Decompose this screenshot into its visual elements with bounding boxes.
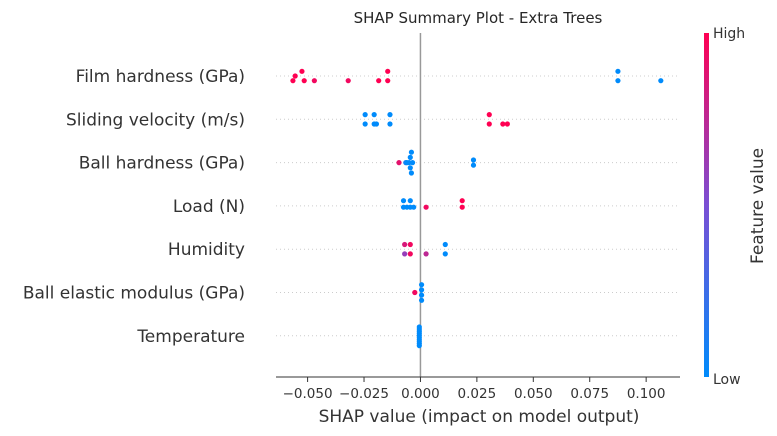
x-axis-label: SHAP value (impact on model output) xyxy=(319,407,640,427)
shap-point xyxy=(290,78,296,84)
shap-point xyxy=(412,289,418,296)
shap-point xyxy=(292,73,298,79)
shap-point xyxy=(411,204,417,210)
feature-label: Ball hardness (GPa) xyxy=(79,154,245,174)
shap-point xyxy=(416,343,422,349)
shap-point xyxy=(396,160,402,166)
colorbar-title: Feature value xyxy=(748,148,768,264)
shap-point xyxy=(362,112,368,118)
colorbar xyxy=(704,33,709,377)
shap-point xyxy=(418,292,425,298)
shap-point xyxy=(407,241,413,248)
x-tick-label: −0.050 xyxy=(283,386,333,402)
x-tick-label: 0.075 xyxy=(570,386,609,402)
shap-point xyxy=(387,121,393,127)
shap-point xyxy=(362,121,368,127)
shap-point xyxy=(504,121,510,127)
shap-point xyxy=(371,112,377,118)
shap-point xyxy=(442,251,448,257)
shap-point xyxy=(418,282,425,288)
shap-point xyxy=(345,78,351,84)
feature-labels: Film hardness (GPa) Sliding velocity (m/s… xyxy=(23,67,245,347)
feature-label: Sliding velocity (m/s) xyxy=(66,110,245,130)
shap-point xyxy=(376,78,382,84)
shap-point xyxy=(408,149,415,155)
feature-label: Temperature xyxy=(136,327,245,347)
x-tick-label: 0.100 xyxy=(627,386,666,402)
feature-label: Film hardness (GPa) xyxy=(76,67,245,87)
shap-points xyxy=(290,68,664,349)
shap-point xyxy=(470,162,477,168)
shap-point xyxy=(301,78,307,84)
shap-point xyxy=(615,78,621,84)
feature-label: Humidity xyxy=(168,240,245,260)
shap-point xyxy=(486,121,492,127)
shap-point xyxy=(311,78,317,84)
shap-point xyxy=(408,170,415,176)
x-tick-label: 0.050 xyxy=(514,386,553,402)
shap-point xyxy=(423,204,429,210)
shap-point xyxy=(402,251,408,257)
colorbar-high-label: High xyxy=(713,26,745,42)
shap-point xyxy=(400,198,407,204)
shap-point xyxy=(385,78,391,84)
shap-point xyxy=(407,154,413,160)
x-tick-label: 0.000 xyxy=(401,386,440,402)
shap-point xyxy=(407,198,413,204)
shap-point xyxy=(407,165,413,171)
feature-label: Load (N) xyxy=(173,197,245,217)
shap-point xyxy=(407,251,413,257)
shap-point xyxy=(409,160,416,166)
shap-point xyxy=(442,241,448,248)
shap-point xyxy=(486,112,492,118)
feature-gridlines xyxy=(276,75,680,337)
shap-point xyxy=(459,204,465,210)
shap-point xyxy=(658,78,664,84)
shap-point xyxy=(418,297,425,303)
shap-point xyxy=(385,68,391,74)
shap-point xyxy=(373,121,380,127)
shap-point xyxy=(299,68,305,74)
shap-point xyxy=(470,157,477,163)
shap-point xyxy=(500,121,506,127)
shap-point xyxy=(418,287,425,293)
x-axis-ticks: −0.050 −0.025 0.000 0.025 0.050 0.075 0.100 xyxy=(283,377,666,402)
colorbar-low-label: Low xyxy=(713,372,741,388)
x-tick-label: −0.025 xyxy=(339,386,389,402)
feature-label: Ball elastic modulus (GPa) xyxy=(23,284,245,304)
shap-point xyxy=(387,112,393,118)
x-tick-label: 0.025 xyxy=(458,386,497,402)
shap-point xyxy=(402,241,408,248)
shap-point xyxy=(423,251,429,257)
shap-point xyxy=(615,68,621,74)
shap-point xyxy=(459,198,465,204)
chart-title: SHAP Summary Plot - Extra Trees xyxy=(354,9,603,27)
